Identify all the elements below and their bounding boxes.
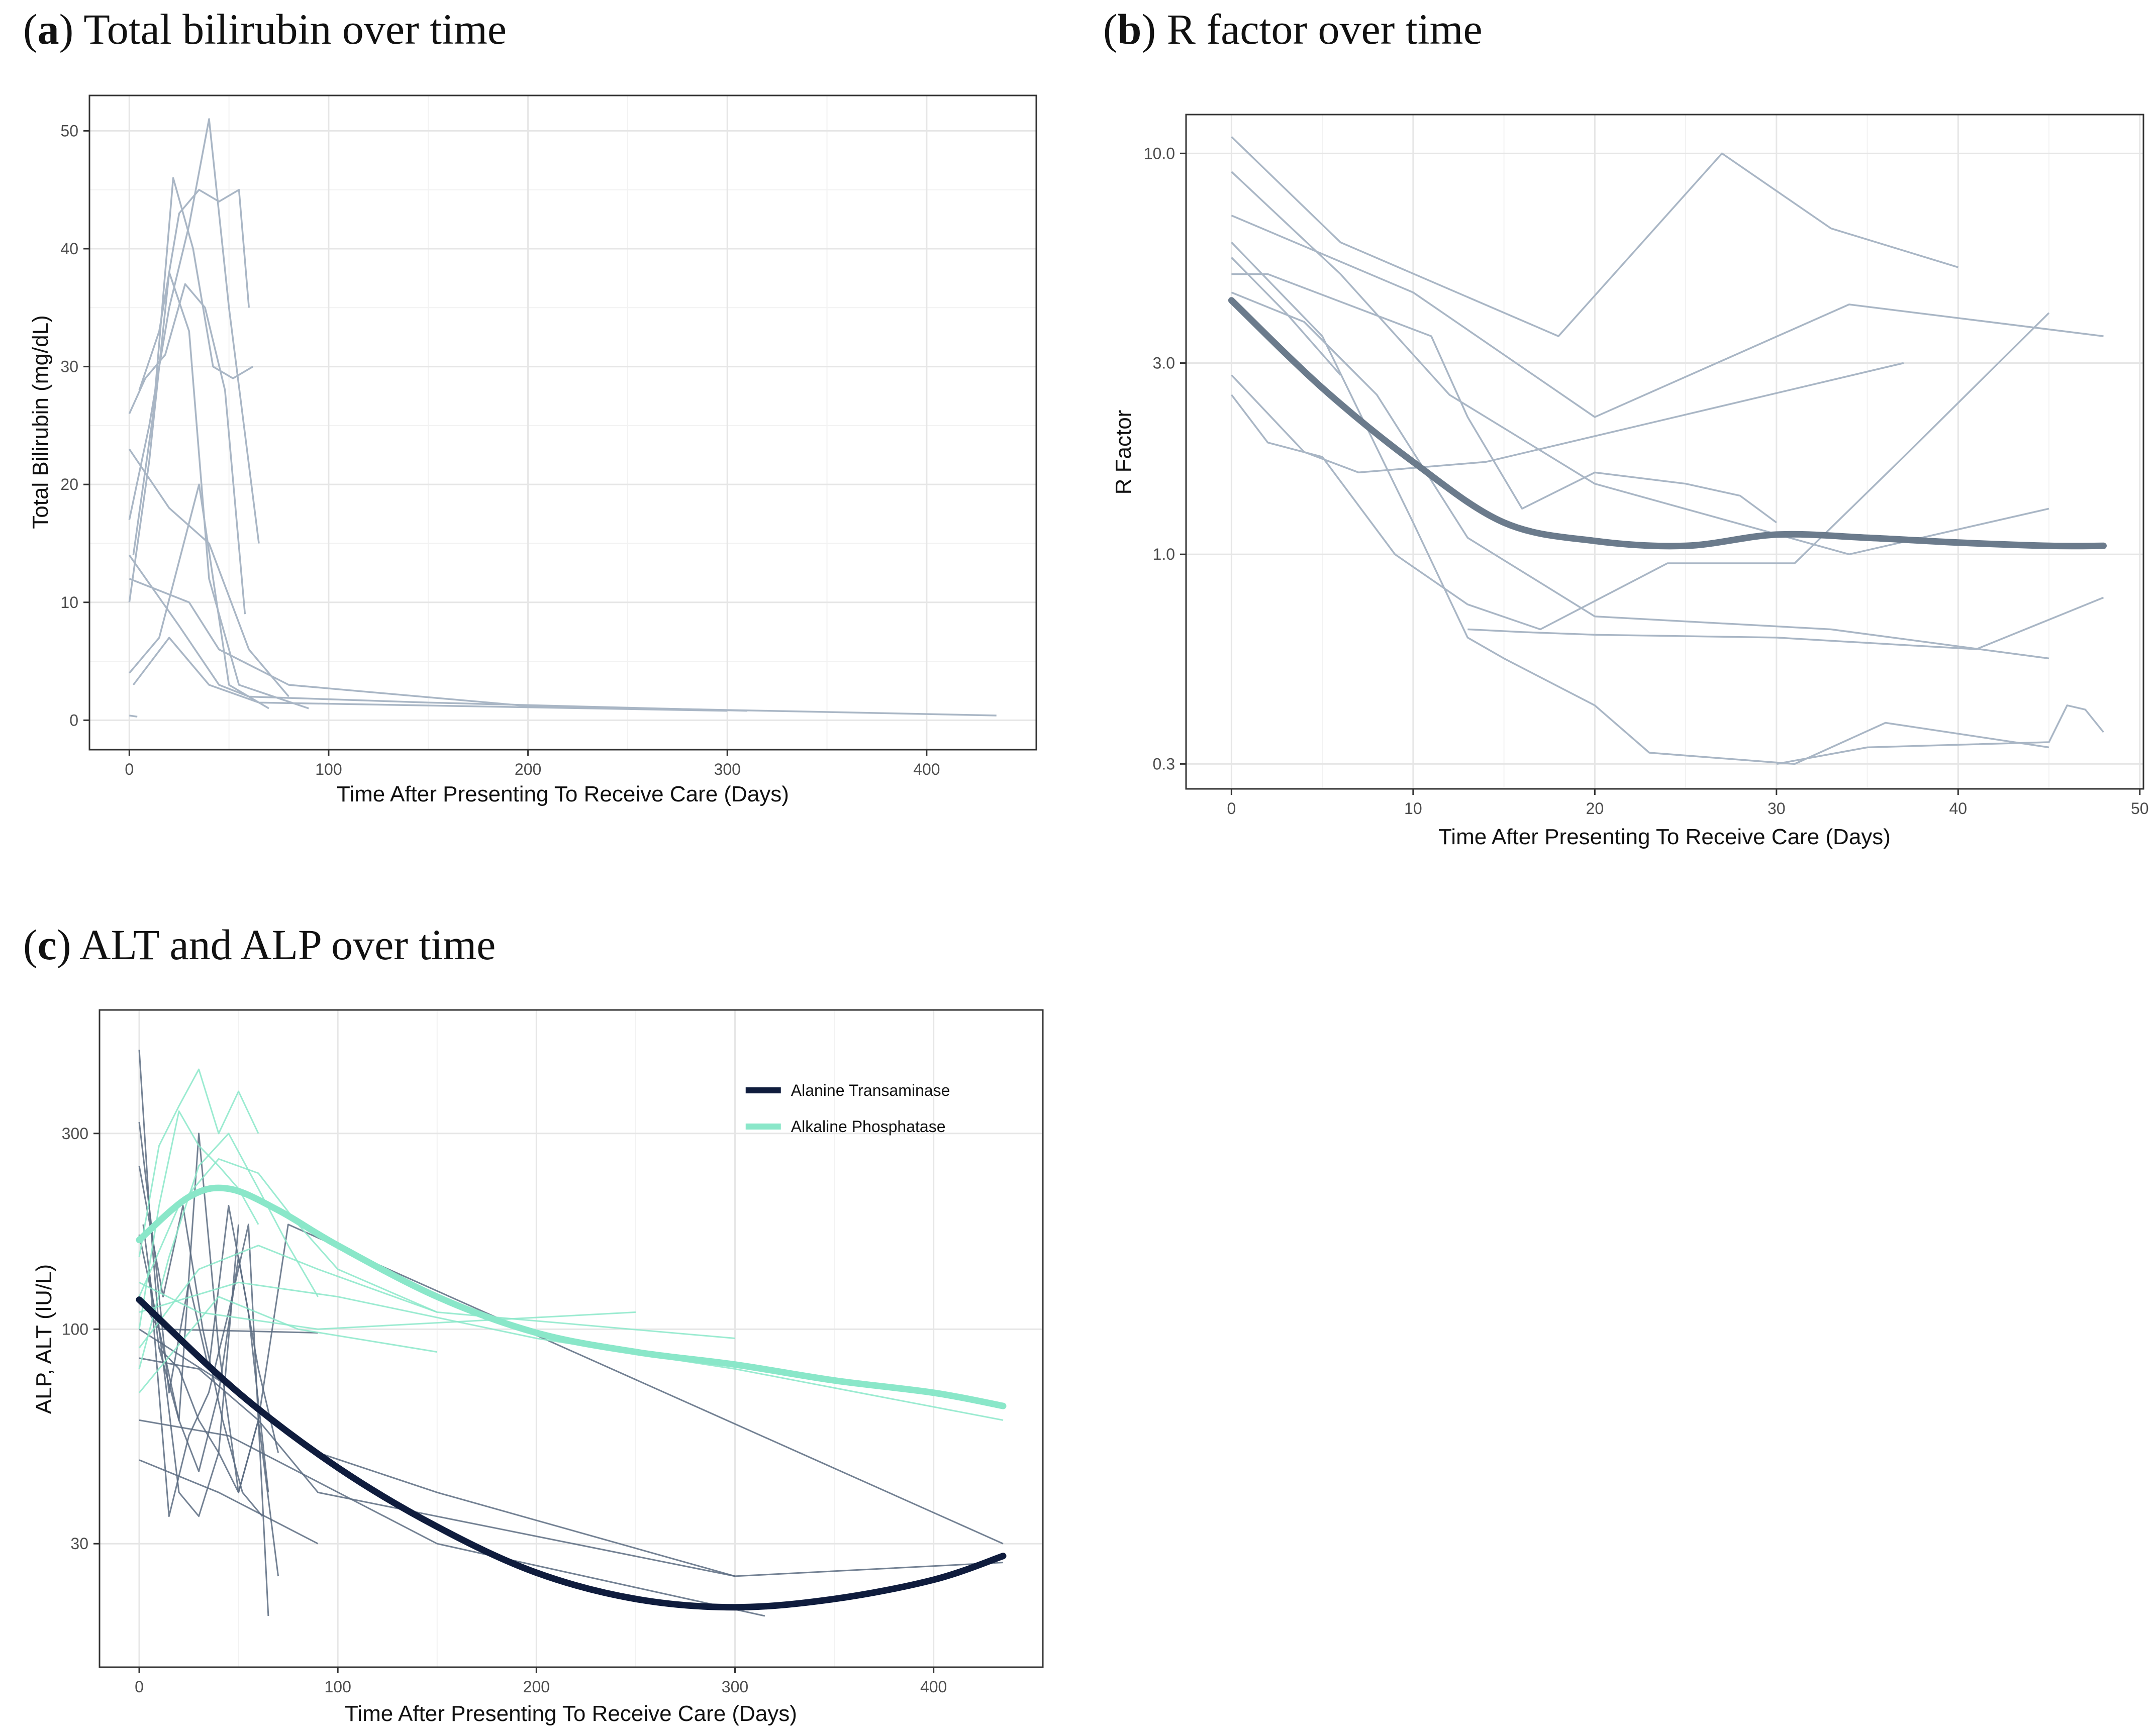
series-line-alt: [138, 1166, 263, 1517]
series-line: [129, 715, 138, 718]
series-line: [1231, 257, 1341, 376]
y-tick-label: 50: [60, 122, 78, 140]
legend-label-0: Alanine Transaminase: [791, 1081, 950, 1099]
x-tick-label: 0: [135, 1678, 144, 1696]
series-line: [1231, 312, 2050, 631]
chart-a: 0 100 200 300 400 0 10 20 30 40 50 Time After Prese…: [28, 94, 1037, 806]
y-tick-label: 10.0: [1144, 144, 1175, 162]
series-line: [1231, 362, 1904, 474]
panel-b-title-text: R factor over time: [1166, 5, 1483, 53]
chart-c: 0 100 200 300 400 30 100 300 Time After Presenti…: [32, 1009, 1044, 1726]
y-tick-label: 1.0: [1153, 545, 1175, 563]
x-tick-label: 400: [913, 760, 940, 778]
panel-b-title: (b) R factor over time: [1103, 5, 1483, 53]
panel-a-title: (a) Total bilirubin over time: [23, 5, 507, 53]
series-line: [128, 483, 269, 709]
series-line: [138, 188, 250, 391]
x-axis-label: Time After Presenting To Receive Care (D…: [337, 782, 789, 806]
x-axis-label: Time After Presenting To Receive Care (D…: [345, 1701, 797, 1726]
x-tick-label: 30: [1768, 799, 1786, 818]
series-line: [1231, 273, 1777, 524]
panel-c-title-text: ALT and ALP over time: [79, 921, 496, 969]
panel-border-a: [88, 94, 1037, 751]
series-line-alt: [139, 1459, 319, 1545]
series-line-alp: [139, 1281, 636, 1330]
x-tick-label: 10: [1404, 799, 1422, 818]
y-tick-label: 100: [62, 1320, 88, 1338]
panel-border-b: [1185, 114, 2144, 790]
series-line-alp: [138, 1133, 319, 1369]
series-line-alt: [138, 1234, 318, 1334]
y-tick-label: 10: [60, 593, 78, 612]
series-line: [1776, 704, 2104, 765]
y-tick-label: 300: [62, 1125, 88, 1143]
series-line-alt: [138, 1224, 240, 1517]
series-line-alp: [139, 1281, 1004, 1421]
series-line-alp: [138, 1296, 438, 1393]
series-line: [128, 448, 289, 697]
x-tick-label: 0: [125, 760, 134, 778]
legend-label-1: Alkaline Phosphatase: [791, 1117, 946, 1136]
x-tick-label: 200: [515, 760, 541, 778]
series-line: [128, 283, 246, 615]
series-line: [132, 637, 728, 712]
series-line-alt: [158, 1224, 1004, 1545]
series-line-alp: [138, 1068, 259, 1257]
y-tick-label: 30: [70, 1535, 88, 1553]
y-tick-label: 40: [60, 240, 78, 258]
y-tick-label: 20: [60, 475, 78, 493]
y-axis-label: ALP, ALT (IU/L): [32, 1264, 56, 1414]
x-tick-label: 40: [1949, 799, 1967, 818]
series-line: [128, 554, 747, 712]
series-line: [1231, 291, 2049, 660]
x-tick-label: 0: [1227, 799, 1236, 818]
x-tick-label: 100: [315, 760, 342, 778]
series-line: [1467, 596, 2104, 650]
y-tick-label: 0.3: [1153, 755, 1175, 773]
panel-c-title: (c) ALT and ALP over time: [23, 921, 496, 969]
x-tick-label: 300: [714, 760, 741, 778]
y-tick-label: 3.0: [1153, 354, 1175, 372]
x-tick-label: 400: [920, 1678, 947, 1696]
y-tick-label: 30: [60, 358, 78, 376]
x-tick-label: 200: [523, 1678, 550, 1696]
series-line: [1231, 171, 2049, 555]
series-line: [1231, 136, 1958, 337]
panel-c-letter: c: [37, 921, 57, 969]
series-line: [132, 177, 254, 556]
series-line: [1231, 215, 2104, 418]
series-line: [129, 578, 997, 717]
series-line-alt: [148, 1224, 269, 1616]
x-tick-label: 20: [1586, 799, 1604, 818]
panel-b-letter: b: [1117, 5, 1142, 53]
panel-a-title-text: Total bilirubin over time: [83, 5, 507, 53]
panel-a-letter: a: [37, 5, 59, 53]
panel-border-c: [99, 1009, 1044, 1668]
series-line-alt: [139, 1419, 765, 1617]
series-line: [128, 118, 260, 544]
trend-line-alp: [136, 1184, 1007, 1409]
x-axis-label: Time After Presenting To Receive Care (D…: [1438, 825, 1891, 849]
y-axis-label: R Factor: [1111, 410, 1136, 495]
y-tick-label: 0: [69, 711, 78, 729]
trend-line-alt: [136, 1296, 1007, 1611]
series-line: [128, 271, 309, 709]
x-tick-label: 300: [722, 1678, 748, 1696]
y-axis-label: Total Bilirubin (mg/dL): [28, 315, 53, 529]
chart-b: 0 10 20 30 40 50 0.3 1.0 3.0 10.0 Time After Prese…: [1111, 114, 2149, 849]
plot-area-a: [89, 95, 1036, 750]
trend-line: [1228, 297, 2107, 550]
x-tick-label: 100: [324, 1678, 351, 1696]
x-tick-label: 50: [2131, 799, 2149, 818]
plot-area-b: [1186, 115, 2143, 789]
